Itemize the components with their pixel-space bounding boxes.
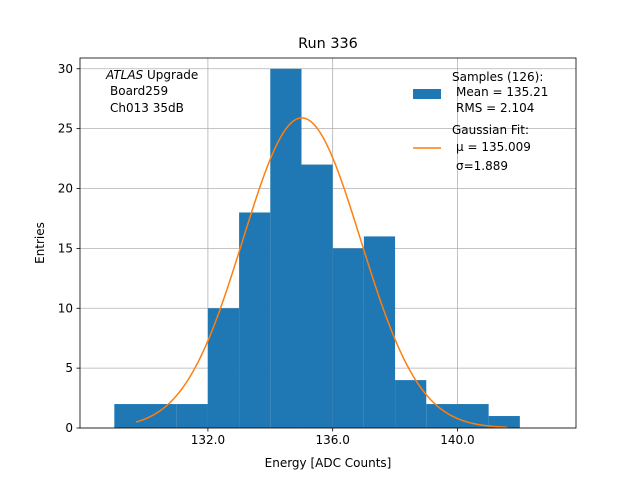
plot-frame [79,57,577,429]
y-tick-label: 30 [58,62,73,76]
annotation-line-1: ATLAS Upgrade [105,68,198,82]
annotation-board: Board259 [110,84,168,98]
x-axis-label: Energy [ADC Counts] [265,456,392,470]
histogram-bar [457,404,489,428]
chart-title: Run 336 [298,36,358,52]
y-tick-label: 10 [58,301,73,315]
legend: Samples (126): Mean = 135.21 RMS = 2.104… [413,70,548,173]
histogram-bar [395,380,427,428]
legend-rms: RMS = 2.104 [456,101,534,115]
x-tick-label: 140.0 [440,433,474,447]
legend-histogram-swatch [413,89,441,99]
histogram-bar [301,164,333,428]
y-tick-label: 0 [65,421,73,435]
annotation-atlas: ATLAS [105,68,144,82]
atlas-annotation: ATLAS Upgrade Board259 Ch013 35dB [105,68,198,115]
x-tick-label: 132.0 [191,433,225,447]
histogram-bar [332,248,364,428]
y-tick-label: 20 [58,182,73,196]
histogram-bar [145,404,177,428]
gaussian-fit [135,117,508,429]
histogram-bar [176,404,208,428]
y-tick-label: 25 [58,122,73,136]
legend-sigma: σ=1.889 [456,159,508,173]
legend-fit-label: Gaussian Fit: [452,123,529,137]
histogram-bar [114,404,146,428]
y-tick-label: 5 [65,361,73,375]
histogram-bars [114,68,520,428]
legend-mu: μ = 135.009 [456,140,531,154]
histogram-bar [426,404,458,428]
y-axis-label: Entries [33,222,47,264]
gaussian-fit-line [135,117,508,429]
annotation-channel: Ch013 35dB [110,101,184,115]
x-tick-label: 136.0 [315,433,349,447]
histogram-bar [239,212,271,428]
histogram-bar [270,68,302,428]
histogram-bar [207,308,240,428]
y-axis-ticks: 0 5 10 15 20 25 30 [58,62,80,435]
x-axis-ticks: 132.0 136.0 140.0 [191,428,475,447]
histogram-bar [488,416,520,428]
y-tick-label: 15 [58,241,73,255]
legend-histogram-label: Samples (126): [452,70,543,84]
legend-mean: Mean = 135.21 [456,85,548,99]
annotation-upgrade: Upgrade [143,68,198,82]
